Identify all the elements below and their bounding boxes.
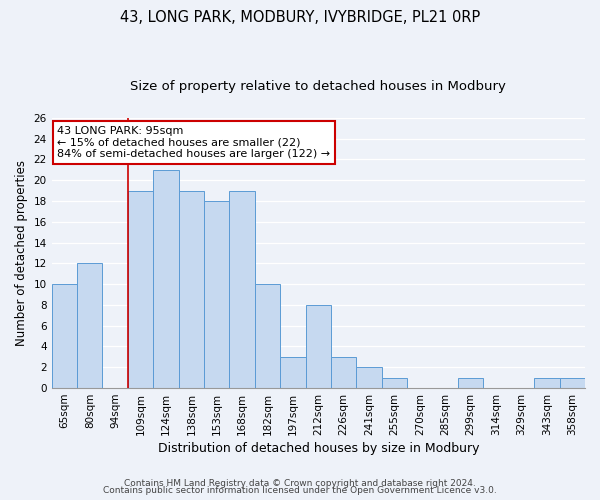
- Bar: [356, 368, 382, 388]
- Text: Contains HM Land Registry data © Crown copyright and database right 2024.: Contains HM Land Registry data © Crown c…: [124, 478, 476, 488]
- Bar: [458, 378, 484, 388]
- Bar: [128, 190, 153, 388]
- X-axis label: Distribution of detached houses by size in Modbury: Distribution of detached houses by size …: [158, 442, 479, 455]
- Text: 43 LONG PARK: 95sqm
← 15% of detached houses are smaller (22)
84% of semi-detach: 43 LONG PARK: 95sqm ← 15% of detached ho…: [57, 126, 330, 159]
- Bar: [77, 264, 103, 388]
- Bar: [534, 378, 560, 388]
- Bar: [382, 378, 407, 388]
- Bar: [560, 378, 585, 388]
- Bar: [305, 305, 331, 388]
- Bar: [229, 190, 255, 388]
- Bar: [255, 284, 280, 388]
- Bar: [52, 284, 77, 388]
- Bar: [331, 357, 356, 388]
- Bar: [204, 201, 229, 388]
- Title: Size of property relative to detached houses in Modbury: Size of property relative to detached ho…: [130, 80, 506, 93]
- Text: 43, LONG PARK, MODBURY, IVYBRIDGE, PL21 0RP: 43, LONG PARK, MODBURY, IVYBRIDGE, PL21 …: [120, 10, 480, 25]
- Bar: [179, 190, 204, 388]
- Bar: [153, 170, 179, 388]
- Text: Contains public sector information licensed under the Open Government Licence v3: Contains public sector information licen…: [103, 486, 497, 495]
- Bar: [280, 357, 305, 388]
- Y-axis label: Number of detached properties: Number of detached properties: [15, 160, 28, 346]
